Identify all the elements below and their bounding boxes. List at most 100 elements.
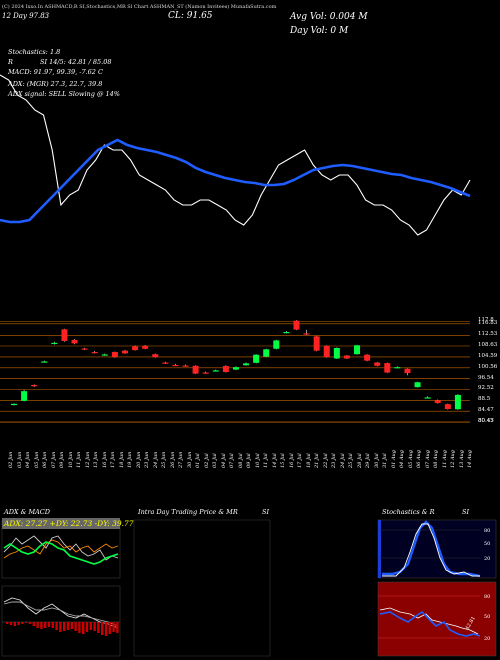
date-tick-label: 30 Jul [373,453,380,468]
date-tick-label: 23 Jun [144,451,150,468]
candle-body [263,349,270,357]
candle-body [101,354,108,356]
candle-body [132,346,139,351]
adx-readout: ADX: (MGR) 27.3, 22.7, 39.8 [8,80,103,88]
date-tick-label: 31 Jul [382,453,388,468]
price-tick-label: 88.5 [478,396,491,403]
date-tick-label: 23 Jul [331,453,337,468]
date-tick-label: 15 Jul [280,453,286,468]
candle-body [182,365,189,367]
date-tick-label: 18 Jul [305,453,312,468]
candle-body [121,350,128,354]
price-tick-label: 112.53 [478,331,498,338]
candle-body [21,391,28,401]
candle-body [31,384,38,387]
candle-body [333,347,340,359]
candle-body [374,362,381,366]
macd-hist-bar [108,622,111,634]
candle-body [111,352,118,358]
rsi-tick-50: 50 [484,614,490,620]
price-tick-label: 116.83 [478,319,498,326]
price-tick-label: 80.47 [478,418,494,425]
candle-body [243,363,250,366]
macd-hist-bar [17,622,20,625]
stoch-title: Stochastics & R [382,508,435,516]
candle-body [51,342,58,345]
macd-hist-bar [9,622,13,625]
date-tick-label: 30 Jun [186,451,193,468]
date-tick-label: 20 Jun [135,451,142,468]
date-tick-label: 24 Jul [339,453,346,468]
candle-body [142,345,149,349]
date-tick-label: 10 Jun [67,451,74,468]
candle-body [253,354,260,363]
date-tick-label: 04 Aug [399,450,405,468]
candle-body [212,370,219,372]
candle-body [384,363,391,373]
date-tick-label: 03 Jun [16,451,23,468]
intraday-title: Intra Day Trading Price & MR [138,508,238,516]
macd-hist-bar [21,622,24,624]
candle-body [404,368,411,374]
date-tick-label: 09 Jun [59,451,65,468]
date-tick-label: 14 Jul [271,453,278,468]
date-tick-label: 13 Jun [93,451,99,468]
intraday-panel [133,519,271,657]
price-tick-label: 104.59 [478,352,498,359]
rsi-tick-80: 80 [484,594,490,600]
price-tick-label: 84.47 [478,407,494,414]
candle-body [424,397,431,399]
rsi-panel: 80 50 20 42.81 [377,581,497,657]
stoch-tick-20: 20 [484,556,490,562]
candle-body [343,355,350,359]
candle-body [283,332,290,334]
date-tick-label: 05 Jun [33,451,40,468]
date-tick-label: 17 Jul [297,453,303,468]
adx-signal-readout: ADX signal: SELL Slowing @ 14% [8,90,120,98]
macd-panel [1,585,121,657]
date-tick-label: 11 Aug [441,450,448,468]
macd-hist-bar [104,622,108,636]
date-tick-label: 07 Aug [424,450,431,468]
chart-credit-line: (C) 2024 Ixxo.In ASHMACD,R SI,Stochastic… [2,4,277,10]
date-tick-label: 08 Aug [433,450,439,468]
macd-hist-bar [36,622,39,628]
candle-body [91,352,98,354]
macd-hist-bar [63,622,66,631]
period-label: 12 Day 97.83 [2,12,50,20]
r-label: R [8,58,13,66]
date-tick-label: 04 Jul [220,453,227,468]
macd-hist-bar [78,622,81,633]
candle-body [394,367,401,369]
macd-hist-bar [25,622,28,623]
rsi-tick-20: 20 [484,636,490,642]
macd-hist-bar [97,622,100,633]
candle-body [81,348,88,350]
candle-body [71,339,78,344]
date-tick-label: 11 Jul [263,453,269,468]
adx-green-line [3,541,119,565]
candle-body [41,361,48,363]
date-tick-label: 02 Jun [8,451,14,468]
price-grid [0,320,470,423]
date-tick-label: 09 Jul [246,453,252,468]
adx-readout-text: ADX: 27.27 +DY: 22.73 -DY: 39.77 [3,519,134,528]
stochastics-panel: 80 50 20 [377,519,497,579]
candle-body [444,404,451,409]
macd-hist-bar [59,622,62,632]
candle-body [303,333,310,335]
date-tick-label: 13 Aug [458,450,465,468]
candle-body [414,382,421,388]
adx-orange-line [3,539,119,559]
date-tick-label: 07 Jun [50,451,57,468]
price-tick-label: 96.54 [478,374,494,381]
date-tick-label: 10 Jul [254,453,261,468]
macd-hist-bar [13,622,16,626]
macd-hist-bar [93,622,96,631]
date-tick-label: 07 Jul [229,453,235,468]
rsi-readout: SI 14/5: 42.81 / 85.08 [40,58,112,66]
candle-body [202,372,209,374]
macd-hist-bar [89,622,92,630]
date-tick-label: 16 Jul [288,453,295,468]
candle-body [313,336,320,351]
